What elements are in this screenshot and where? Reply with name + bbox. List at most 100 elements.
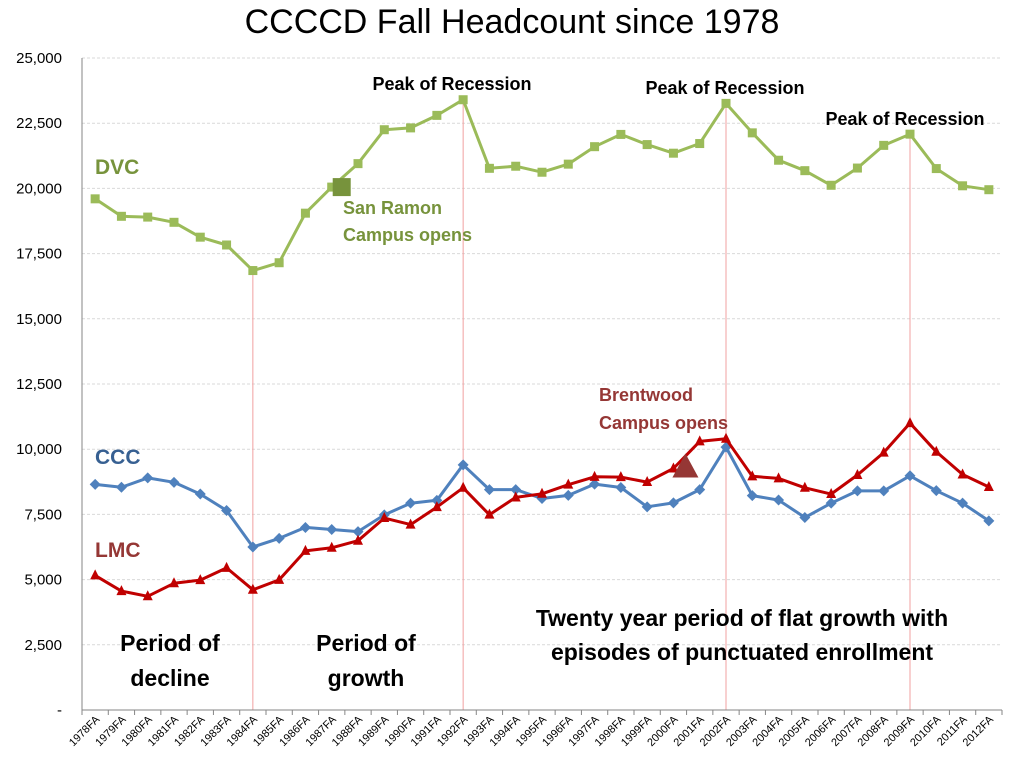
data-point-ccc — [825, 497, 837, 509]
data-point-lmc — [484, 508, 495, 519]
y-tick-label: 2,500 — [24, 637, 62, 654]
data-point-lmc — [353, 534, 363, 545]
brentwood-label-line1: Brentwood — [599, 385, 693, 405]
data-point-lmc — [90, 569, 101, 580]
data-point-dvc — [747, 128, 757, 138]
data-point-dvc — [90, 194, 100, 204]
data-point-lmc — [983, 481, 994, 492]
data-point-lmc — [773, 472, 784, 483]
data-point-dvc — [274, 258, 284, 268]
data-point-lmc — [274, 573, 285, 584]
y-tick-label: 15,000 — [16, 311, 62, 328]
data-point-dvc — [169, 217, 179, 227]
data-point-dvc — [931, 164, 941, 174]
data-point-ccc — [299, 521, 311, 533]
data-point-lmc — [615, 471, 626, 482]
data-point-ccc — [326, 524, 338, 536]
data-point-lmc — [510, 491, 521, 502]
data-point-ccc — [615, 482, 627, 494]
data-point-lmc — [458, 481, 469, 492]
peak-of-recession-label-1992: Peak of Recession — [372, 74, 531, 94]
period-growth-line1: Period of — [316, 630, 416, 656]
san-ramon-label-line1: San Ramon — [343, 198, 442, 218]
data-point-ccc — [878, 485, 890, 497]
data-point-ccc — [930, 485, 942, 497]
data-point-lmc — [300, 544, 311, 555]
y-tick-label: 7,500 — [24, 506, 62, 523]
flat-growth-line1: Twenty year period of flat growth with — [536, 605, 948, 631]
data-point-ccc — [89, 478, 101, 490]
series-label-lmc: LMC — [95, 539, 141, 562]
data-point-dvc — [826, 180, 836, 190]
data-point-dvc — [642, 140, 652, 150]
data-point-dvc — [300, 208, 310, 218]
data-point-ccc — [562, 489, 574, 501]
data-point-dvc — [590, 142, 600, 152]
data-point-dvc — [248, 266, 258, 276]
data-point-lmc — [957, 468, 968, 479]
data-point-ccc — [142, 472, 154, 484]
data-point-lmc — [221, 561, 232, 572]
y-tick-label: 10,000 — [16, 441, 62, 458]
data-point-lmc — [694, 435, 705, 446]
data-point-ccc — [773, 494, 785, 506]
data-point-ccc — [247, 541, 259, 553]
data-point-dvc — [116, 211, 126, 221]
data-point-dvc — [458, 95, 468, 105]
axes — [81, 58, 1003, 715]
data-point-dvc — [905, 129, 915, 139]
y-tick-label: 25,000 — [16, 50, 62, 67]
data-point-lmc — [905, 417, 915, 428]
data-point-ccc — [457, 459, 469, 471]
data-point-ccc — [904, 470, 916, 482]
data-point-ccc — [483, 484, 495, 496]
data-point-ccc — [667, 497, 679, 509]
data-point-lmc — [169, 577, 179, 588]
san-ramon-label-line2: Campus opens — [343, 225, 472, 245]
data-point-lmc — [589, 470, 600, 481]
data-point-lmc — [878, 446, 889, 457]
data-point-dvc — [484, 163, 494, 173]
data-point-lmc — [116, 585, 127, 596]
flat-growth-line2: episodes of punctuated enrollment — [551, 639, 933, 665]
data-point-dvc — [563, 159, 573, 169]
series-label-dvc: DVC — [95, 156, 139, 179]
data-point-lmc — [247, 583, 258, 594]
data-point-ccc — [983, 515, 995, 527]
brentwood-label-line2: Campus opens — [599, 413, 728, 433]
y-tick-label: - — [57, 702, 62, 719]
data-point-dvc — [511, 161, 521, 171]
data-point-lmc — [379, 512, 390, 523]
data-point-lmc — [326, 541, 337, 552]
data-point-dvc — [406, 123, 416, 133]
san-ramon-marker — [332, 178, 351, 197]
data-point-dvc — [800, 166, 810, 176]
chart-title: CCCCD Fall Headcount since 1978 — [244, 3, 780, 41]
data-point-lmc — [405, 518, 416, 529]
data-point-dvc — [379, 125, 389, 135]
data-point-dvc — [327, 182, 337, 192]
data-point-ccc — [799, 512, 811, 524]
data-point-lmc — [563, 478, 574, 489]
data-point-dvc — [668, 148, 678, 158]
y-tick-label: 22,500 — [16, 115, 62, 132]
y-tick-label: 17,500 — [16, 246, 62, 263]
data-point-lmc — [142, 590, 153, 601]
data-point-dvc — [984, 185, 994, 195]
data-point-ccc — [115, 481, 127, 493]
y-tick-label: 12,500 — [16, 376, 62, 393]
data-point-ccc — [405, 497, 417, 509]
data-point-dvc — [353, 159, 363, 169]
data-point-lmc — [537, 487, 547, 498]
data-point-dvc — [774, 155, 784, 165]
data-point-dvc — [852, 163, 862, 173]
y-axis-tick-labels: - 2,500 5,000 7,500 10,000 12,500 15,000 17,500… — [16, 50, 62, 719]
data-point-lmc — [931, 445, 942, 456]
peak-of-recession-label-2002: Peak of Recession — [645, 78, 804, 98]
data-point-ccc — [510, 484, 522, 496]
period-decline-line1: Period of — [120, 630, 220, 656]
data-point-lmc — [721, 432, 731, 443]
data-point-dvc — [432, 110, 442, 120]
data-point-lmc — [826, 488, 837, 499]
series-lines — [89, 95, 995, 601]
